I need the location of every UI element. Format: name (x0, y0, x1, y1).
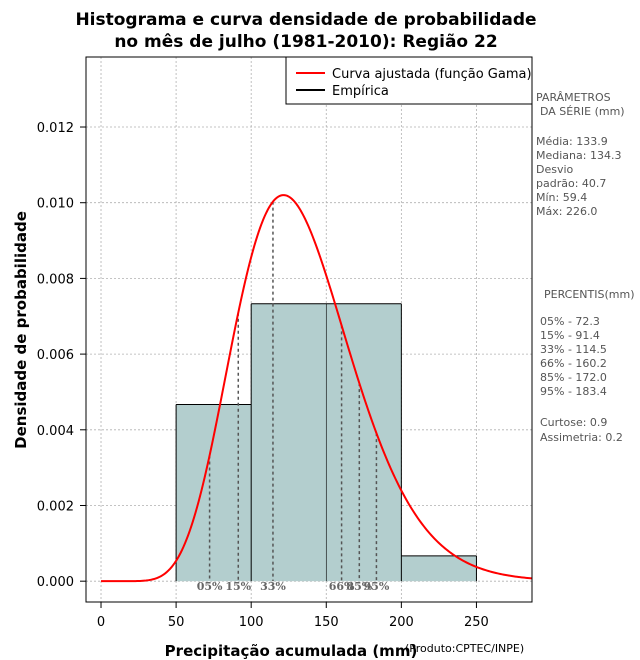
series-parameters-panel: PARÂMETROS DA SÉRIE (mm) Média: 133.9 Me… (536, 91, 625, 218)
y-tick-label: 0.000 (37, 575, 74, 590)
percentile-lines: 05% 15% 33% 66%85%95% (197, 201, 390, 593)
chart-title-line-2: no mês de julho (1981-2010): Região 22 (114, 32, 497, 52)
percentile-label: 66% (329, 580, 355, 593)
stat-min: Mín: 59.4 (536, 191, 587, 204)
fitted-curve-layer (101, 194, 533, 583)
stat-kurtosis: Curtose: 0.9 (540, 416, 607, 429)
percentiles-title: PERCENTIS(mm) (544, 288, 635, 301)
histogram-bar (176, 404, 252, 582)
percentile-label: 15% (225, 580, 251, 593)
stat-median: Mediana: 134.3 (536, 149, 621, 162)
y-tick-label: 0.008 (37, 272, 74, 287)
fitted-gamma-curve (101, 194, 533, 583)
y-tick-label: 0.006 (37, 348, 74, 363)
axis-ticks: 0 50 100 150 200 250 0.000 0.002 0.004 0.006 0.008… (37, 121, 489, 630)
percentile-15: 15% - 91.4 (540, 329, 600, 342)
legend: Curva ajustada (função Gama) Empírica (285, 56, 533, 105)
stat-mean: Média: 133.9 (536, 135, 608, 148)
stat-max: Máx: 226.0 (536, 205, 597, 218)
params-title-1: PARÂMETROS (536, 91, 611, 104)
percentile-95: 95% - 183.4 (540, 385, 607, 398)
histogram-bar (401, 555, 477, 582)
stat-skewness: Assimetria: 0.2 (540, 431, 623, 444)
x-tick-label: 150 (314, 615, 339, 630)
percentile-85: 85% - 172.0 (540, 371, 607, 384)
percentile-label: 85% (346, 580, 372, 593)
percentile-label: 95% (364, 580, 390, 593)
y-tick-label: 0.004 (37, 424, 74, 439)
stat-sd: padrão: 40.7 (536, 177, 606, 190)
x-tick-label: 50 (168, 615, 185, 630)
y-axis-title: Densidade de probabilidade (12, 211, 30, 449)
percentile-33: 33% - 114.5 (540, 343, 607, 356)
x-tick-label: 0 (97, 615, 105, 630)
chart-title-line-1: Histograma e curva densidade de probabil… (75, 10, 536, 30)
x-tick-label: 200 (389, 615, 414, 630)
stat-sd-label: Desvio (536, 163, 574, 176)
percentiles-panel: PERCENTIS(mm) 05% - 72.3 15% - 91.4 33% … (540, 288, 635, 444)
x-axis-title: Precipitação acumulada (mm) (165, 642, 418, 660)
product-credit: (Produto:CPTEC/INPE) (405, 642, 524, 655)
histogram-bars (175, 303, 477, 582)
legend-empirical-label: Empírica (332, 84, 389, 99)
legend-curve-label: Curva ajustada (função Gama) (332, 67, 532, 82)
percentile-label: 05% (197, 580, 223, 593)
y-tick-label: 0.002 (37, 499, 74, 514)
x-tick-label: 250 (464, 615, 489, 630)
y-tick-label: 0.012 (37, 121, 74, 136)
x-tick-label: 100 (239, 615, 264, 630)
percentile-label: 33% (260, 580, 286, 593)
legend-box (285, 56, 533, 105)
percentile-66: 66% - 160.2 (540, 357, 607, 370)
params-title-2: DA SÉRIE (mm) (540, 105, 625, 118)
y-tick-label: 0.010 (37, 197, 74, 212)
percentile-05: 05% - 72.3 (540, 315, 600, 328)
